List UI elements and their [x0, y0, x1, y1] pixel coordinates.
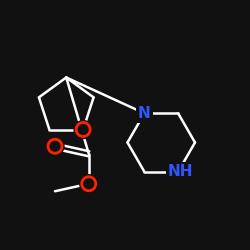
- Circle shape: [46, 137, 64, 155]
- Text: NH: NH: [168, 164, 194, 179]
- Circle shape: [80, 175, 98, 193]
- Circle shape: [74, 120, 92, 138]
- Text: N: N: [138, 106, 151, 121]
